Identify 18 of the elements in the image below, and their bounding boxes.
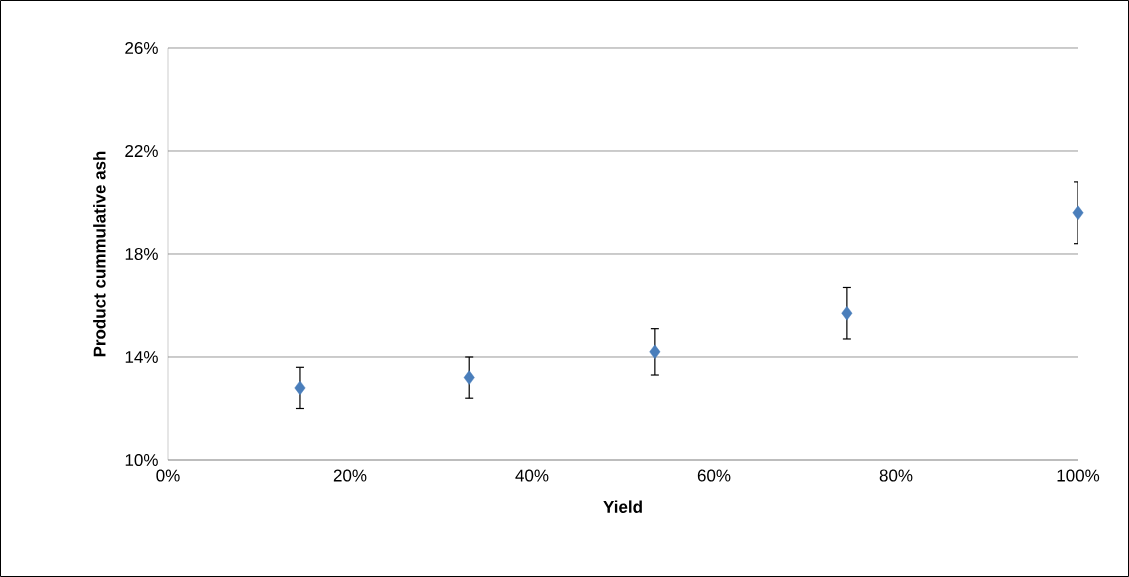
- point: [649, 344, 661, 360]
- x-tick-label: 0%: [156, 469, 180, 482]
- point: [841, 306, 853, 321]
- y-axis-title: Product cummulative ash: [93, 151, 106, 357]
- point: [1072, 205, 1084, 220]
- x-tick-label: 20%: [333, 469, 367, 482]
- y-tick-label: 10%: [125, 453, 158, 467]
- x-tick-label: 40%: [515, 469, 549, 482]
- point: [463, 370, 475, 385]
- y-tick-label: 22%: [125, 145, 158, 157]
- point: [294, 380, 306, 396]
- y-tick-label: 18%: [125, 247, 158, 261]
- x-tick-label: 100%: [1057, 469, 1100, 482]
- x-tick-label: 60%: [697, 469, 731, 482]
- y-tick-label: 26%: [125, 41, 158, 55]
- y-tick-label: 14%: [125, 351, 158, 363]
- x-axis-title: Yield: [603, 500, 642, 513]
- x-tick-label: 80%: [879, 469, 913, 482]
